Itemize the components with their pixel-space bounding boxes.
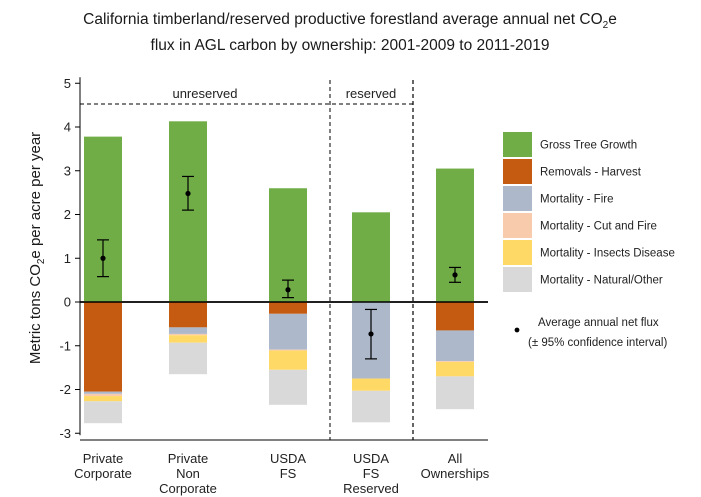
legend-label: Mortality - Insects Disease	[540, 248, 675, 260]
bar-segment	[84, 391, 122, 394]
legend-swatch	[503, 267, 532, 292]
x-tick-label: All Ownerships	[421, 451, 490, 481]
y-tick-label: 1	[64, 251, 71, 266]
bar-segment	[169, 121, 207, 302]
x-tick-label: USDA FS Reserved	[343, 451, 399, 496]
y-axis-label-main: Metric tons CO	[27, 264, 44, 364]
x-tick-label: USDA FS	[270, 451, 306, 481]
x-tick-label-line: Private	[168, 451, 208, 466]
flux-layer	[97, 175, 461, 360]
y-axis-label: Metric tons CO2e per acre per year	[27, 132, 47, 364]
y-tick-label: 4	[64, 120, 71, 135]
legend-swatch	[503, 159, 532, 184]
legend-label: Mortality - Cut and Fire	[540, 221, 657, 233]
x-tick-label-line: USDA	[270, 451, 306, 466]
legend-net-flux-ci-label: (± 95% confidence interval)	[528, 337, 667, 349]
x-tick-label-line: All	[448, 451, 463, 466]
bar-segment	[84, 396, 122, 402]
net-flux-point	[452, 272, 458, 278]
net-flux-point	[185, 190, 191, 197]
x-tick-label-line: Private	[83, 451, 123, 466]
legend-swatch	[503, 132, 532, 157]
chart-title-line1: California timberland/reserved productiv…	[83, 11, 617, 31]
legend-swatch	[503, 186, 532, 211]
bar-segment	[352, 390, 390, 423]
bar-segment	[169, 333, 207, 336]
bar-segment	[436, 361, 474, 362]
x-tick-label: Private Non Corporate	[159, 451, 217, 496]
chart-title-line1-main: California timberland/reserved productiv…	[83, 11, 603, 28]
bar-segment	[436, 302, 474, 331]
bar-segment	[352, 212, 390, 302]
region-label: unreserved	[172, 86, 237, 101]
legend-net-flux-label: Average annual net flux	[538, 317, 659, 329]
legend-net-flux-marker	[514, 327, 520, 333]
x-tick-label-line: Reserved	[343, 481, 399, 496]
legend-label: Mortality - Natural/Other	[540, 275, 663, 287]
x-tick-label-line: FS	[280, 466, 297, 481]
bar-segment	[84, 302, 122, 392]
y-tick-label: -3	[59, 426, 71, 441]
bar-segment	[436, 376, 474, 410]
legend-swatch	[503, 240, 532, 265]
x-tick-label-line: Non	[176, 466, 200, 481]
chart-title-line1-tail: e	[608, 11, 617, 28]
bar-layer	[80, 121, 488, 424]
y-tick-label: -2	[59, 382, 71, 397]
bar-segment	[84, 401, 122, 424]
x-tick-label-line: Corporate	[74, 466, 132, 481]
bar-segment	[269, 350, 307, 370]
net-flux-point	[368, 331, 374, 337]
legend-label: Removals - Harvest	[540, 167, 642, 179]
legend-swatch	[503, 213, 532, 238]
bar-segment	[269, 369, 307, 405]
net-flux-point	[100, 255, 106, 261]
legend-label: Mortality - Fire	[540, 194, 613, 206]
chart-title-line2: flux in AGL carbon by ownership: 2001-20…	[151, 37, 550, 54]
y-tick-label: 0	[64, 295, 71, 310]
region-layer: unreserved reserved	[80, 80, 414, 440]
x-tick-label-line: Ownerships	[421, 466, 490, 481]
chart-title-line1-sub: 2	[603, 20, 609, 31]
legend: Gross Tree Growth Removals - Harvest Morta…	[503, 132, 675, 349]
bar-segment	[436, 361, 474, 377]
bar-segment	[352, 378, 390, 391]
region-label: reserved	[346, 86, 397, 101]
net-flux-point	[285, 287, 291, 293]
bar-segment	[169, 327, 207, 334]
bar-segment	[84, 393, 122, 397]
y-tick-label: 2	[64, 207, 71, 222]
bar-segment	[269, 302, 307, 314]
bar-segment	[269, 313, 307, 350]
y-tick-label: -1	[59, 338, 71, 353]
bar-segment	[269, 349, 307, 351]
legend-label: Gross Tree Growth	[540, 140, 637, 152]
bar-segment	[436, 330, 474, 362]
x-tick-label-line: USDA	[353, 451, 389, 466]
y-axis-label-tail: e per acre per year	[27, 132, 44, 259]
y-tick-label: 5	[64, 76, 71, 91]
y-axis-label-sub: 2	[36, 258, 47, 264]
y-tick-label: 3	[64, 163, 71, 178]
bar-segment	[169, 335, 207, 343]
bar-segment	[169, 302, 207, 328]
x-tick-label-line: FS	[363, 466, 380, 481]
x-tick-label: Private Corporate	[74, 451, 132, 481]
x-tick-label-line: Corporate	[159, 481, 217, 496]
bar-segment	[169, 342, 207, 375]
